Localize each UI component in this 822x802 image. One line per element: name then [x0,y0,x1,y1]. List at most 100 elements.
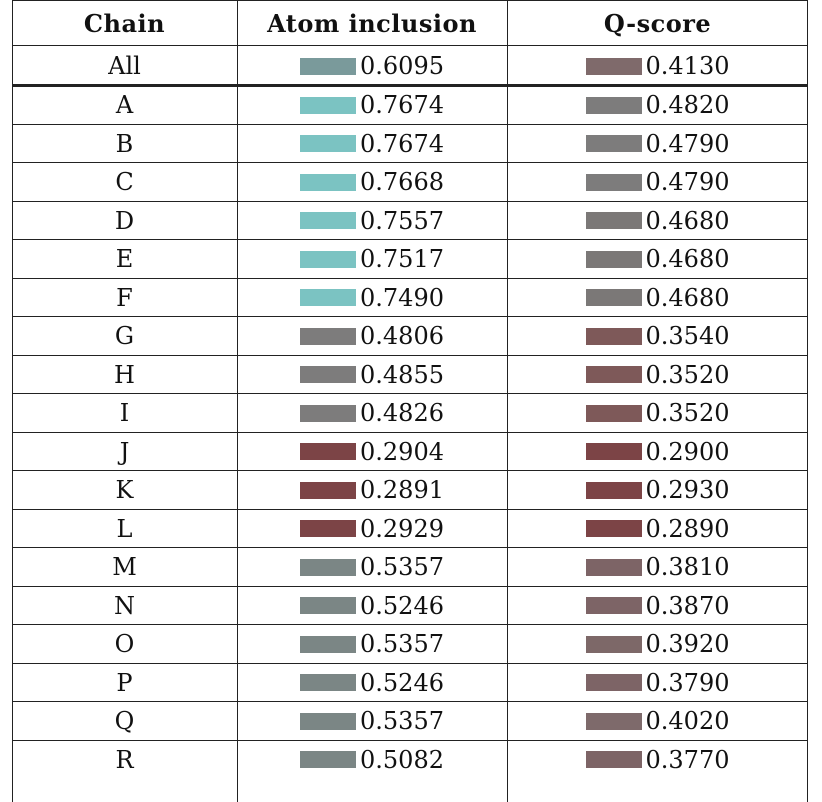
table-row: G 0.4806 0.3540 [0,317,822,356]
q-score-value: 0.2930 [645,476,730,505]
chain-label: F [116,283,133,312]
atom-inclusion-cell: 0.2929 [237,510,507,549]
table-row: I 0.4826 0.3520 [0,394,822,433]
atom-inclusion-cell: 0.5357 [237,548,507,587]
table-row: O 0.5357 0.3920 [0,625,822,664]
q-score-color-swatch [585,751,642,769]
row-divider [12,586,808,587]
atom-inclusion-color-swatch [300,250,356,268]
atom-inclusion-color-swatch [300,404,356,422]
atom-inclusion-color-swatch [300,751,356,769]
chain-label: L [116,514,133,543]
atom-inclusion-cell: 0.4806 [237,317,507,356]
atom-inclusion-value: 0.7668 [360,168,444,197]
row-divider [12,701,808,702]
atom-inclusion-value: 0.5246 [360,668,444,697]
q-score-cell: 0.3520 [507,394,808,433]
q-score-color-swatch [585,404,642,422]
column-divider [507,0,508,802]
row-divider [12,393,808,394]
atom-inclusion-color-swatch [300,597,356,615]
chain-label: E [115,245,134,274]
q-score-value: 0.4130 [645,52,730,80]
row-divider [12,45,808,46]
chain-label: J [119,437,130,466]
atom-inclusion-cell: 0.7490 [237,279,507,318]
row-divider [12,432,808,433]
atom-inclusion-value: 0.7557 [360,206,444,235]
q-score-cell: 0.3790 [507,664,808,703]
q-score-value: 0.3520 [645,399,730,428]
atom-inclusion-color-swatch [300,289,356,307]
chain-label: C [115,168,134,197]
table-row: Q 0.5357 0.4020 [0,702,822,741]
q-score-value: 0.4790 [645,129,730,158]
row-divider [12,124,808,125]
atom-inclusion-value: 0.5246 [360,591,444,620]
chain-label: K [115,476,134,505]
atom-inclusion-cell: 0.5246 [237,664,507,703]
atom-inclusion-color-swatch [300,96,356,114]
table-row: A 0.7674 0.4820 [0,86,822,125]
atom-inclusion-cell: 0.5082 [237,741,507,780]
chain-label: G [114,322,135,351]
q-score-cell: 0.4020 [507,702,808,741]
q-score-cell: 0.4130 [507,46,808,86]
row-divider [12,624,808,625]
q-score-value: 0.4790 [645,168,730,197]
q-score-cell: 0.4790 [507,163,808,202]
q-score-cell: 0.4680 [507,240,808,279]
atom-inclusion-value: 0.2904 [360,437,444,466]
atom-inclusion-color-swatch [300,558,356,576]
table-row: B 0.7674 0.4790 [0,125,822,164]
q-score-value: 0.2900 [645,437,730,466]
atom-inclusion-color-swatch [300,327,356,345]
atom-inclusion-value: 0.7490 [360,283,444,312]
row-divider [12,239,808,240]
row-divider [12,162,808,163]
atom-inclusion-value: 0.4806 [360,322,444,351]
q-score-cell: 0.4790 [507,125,808,164]
table-row: C 0.7668 0.4790 [0,163,822,202]
atom-inclusion-cell: 0.7674 [237,125,507,164]
chain-label: Q [114,707,135,736]
table-row: E 0.7517 0.4680 [0,240,822,279]
atom-inclusion-color-swatch [300,674,356,692]
q-score-cell: 0.2900 [507,433,808,472]
q-score-color-swatch [585,481,642,499]
table-header-row: Chain Atom inclusion Q-score [0,0,822,46]
q-score-value: 0.3520 [645,360,730,389]
q-score-cell: 0.2930 [507,471,808,510]
atom-inclusion-color-swatch [300,135,356,153]
column-divider [12,0,13,802]
chain-label: R [115,745,134,774]
q-score-color-swatch [585,135,642,153]
q-score-value: 0.3540 [645,322,730,351]
table-row: P 0.5246 0.3790 [0,664,822,703]
atom-inclusion-value: 0.7674 [360,129,444,158]
table-row: N 0.5246 0.3870 [0,587,822,626]
q-score-color-swatch [585,173,642,191]
row-divider [12,0,808,1]
atom-inclusion-value: 0.4826 [360,399,444,428]
q-score-color-swatch [585,635,642,653]
atom-inclusion-color-swatch [300,366,356,384]
q-score-value: 0.4680 [645,283,730,312]
header-atom-inclusion: Atom inclusion [267,8,477,38]
atom-inclusion-value: 0.6095 [360,52,444,80]
q-score-color-swatch [585,96,642,114]
table-row: H 0.4855 0.3520 [0,356,822,395]
table-row: R 0.5082 0.3770 [0,741,822,780]
column-divider [237,0,238,802]
chain-label: O [114,630,135,659]
chain-label: All [108,52,141,80]
table-row: L 0.2929 0.2890 [0,510,822,549]
q-score-value: 0.3870 [645,591,730,620]
table-row: D 0.7557 0.4680 [0,202,822,241]
chain-label: M [112,553,137,582]
atom-inclusion-color-swatch [300,635,356,653]
q-score-value: 0.3810 [645,553,730,582]
atom-inclusion-cell: 0.7517 [237,240,507,279]
q-score-value: 0.4020 [645,707,730,736]
q-score-cell: 0.3870 [507,587,808,626]
